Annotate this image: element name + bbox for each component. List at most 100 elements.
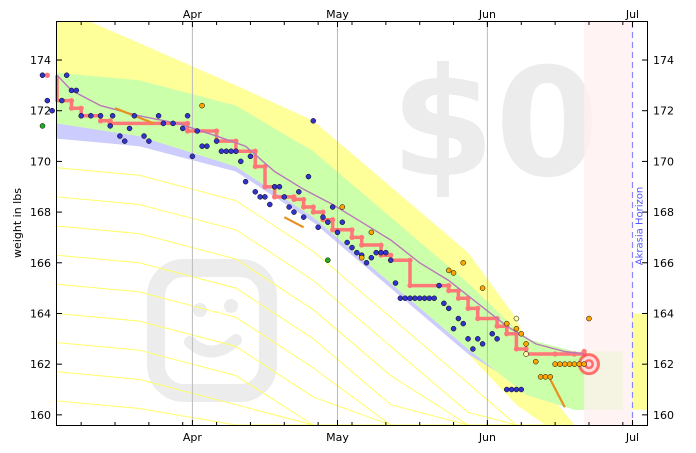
blue-data-point (441, 300, 447, 307)
light-data-point (513, 315, 520, 322)
blue-data-point (257, 194, 263, 200)
orange-data-point (513, 325, 520, 332)
blue-data-point (470, 346, 476, 352)
pink-step-point (378, 242, 384, 248)
y-tick-label-left: 174 (30, 54, 51, 67)
pink-step-point (388, 252, 394, 258)
blue-data-point (354, 249, 360, 256)
pink-step-point (320, 209, 326, 215)
green-data-point (39, 123, 46, 129)
orange-data-point (533, 358, 539, 365)
orange-data-point (199, 102, 205, 109)
blue-data-point (315, 224, 321, 231)
y-tick-label-right: 172 (653, 105, 674, 118)
smiley-face-icon (147, 259, 277, 402)
x-tick-label-top: May (326, 8, 349, 21)
blue-data-point (228, 148, 234, 155)
blue-data-point (78, 113, 84, 119)
orange-data-point (576, 361, 583, 367)
y-tick-label-left: 160 (30, 409, 51, 422)
blue-data-point (238, 158, 244, 165)
x-tick-label-bottom: Jul (625, 431, 639, 444)
blue-data-point (300, 214, 307, 220)
pink-step-point (475, 305, 481, 312)
blue-data-point (252, 189, 259, 195)
blue-data-point (97, 113, 104, 119)
blue-data-point (107, 123, 113, 129)
watermark-amount: $0 (391, 37, 600, 211)
pink-step-point (68, 105, 75, 111)
pink-step-point (349, 234, 355, 241)
blue-data-point (329, 204, 336, 210)
blue-data-point (109, 113, 116, 119)
blue-data-point (431, 295, 437, 302)
blue-data-point (368, 254, 375, 261)
blue-data-point (126, 125, 133, 132)
blue-data-point (218, 148, 225, 155)
data-points (39, 72, 600, 393)
blue-data-point (271, 183, 278, 190)
month-gridlines (191, 22, 488, 425)
blue-data-point (131, 113, 138, 119)
blue-data-point (407, 295, 413, 302)
orange-data-point (450, 270, 457, 276)
x-tick-label-bottom: Apr (183, 431, 203, 444)
blue-data-point (378, 249, 384, 256)
blue-data-point (489, 331, 495, 337)
blue-data-point (373, 249, 379, 256)
blue-data-point (63, 72, 70, 78)
orange-data-point (479, 285, 486, 291)
blue-data-point (204, 143, 210, 149)
pink-step-point (359, 242, 365, 248)
pink-step-point (262, 163, 268, 170)
y-tick-label-right: 162 (653, 358, 674, 371)
watermark-layer: $0 (147, 37, 600, 402)
blue-data-point (213, 138, 220, 144)
blue-data-point (392, 280, 399, 286)
y-tick-label-right: 160 (653, 409, 674, 422)
blue-data-point (426, 295, 433, 302)
pink-step-point (262, 184, 268, 190)
blue-data-point (59, 97, 65, 104)
blue-data-point (412, 295, 418, 302)
blue-data-point (310, 118, 317, 124)
y-axis-title: weight in lbs (11, 188, 24, 258)
pink-step-point (504, 331, 510, 337)
pink-step-point (78, 105, 84, 111)
orange-data-point (358, 254, 365, 261)
pink-step-point (310, 209, 316, 215)
x-tick-label-top: Apr (183, 8, 203, 21)
blue-data-point (349, 244, 355, 251)
blue-data-point (155, 113, 162, 119)
y-tick-label-left: 170 (30, 155, 51, 168)
pink-step-point (272, 194, 278, 200)
pink-step-point (581, 348, 587, 355)
orange-data-point (557, 361, 563, 367)
blue-data-point (189, 153, 196, 160)
blue-data-point (465, 336, 471, 342)
blue-data-point (49, 107, 55, 114)
blue-data-point (267, 201, 273, 208)
blue-data-point (242, 178, 249, 185)
pink-step-point (68, 97, 75, 104)
pink-step-point (44, 72, 50, 78)
pink-step-point (301, 196, 307, 203)
pink-step-point (349, 227, 355, 233)
y-tick-label-right: 170 (653, 155, 674, 168)
pink-step-point (213, 128, 220, 134)
blue-data-point (402, 295, 408, 302)
akrasia-horizon: Akrasia Horizon (631, 22, 645, 425)
blue-data-point (179, 125, 186, 132)
pink-step-point (523, 346, 529, 352)
pink-step-point (475, 315, 481, 322)
pink-step-point (407, 257, 413, 263)
orange-segment (549, 378, 566, 408)
light-data-point (523, 351, 529, 357)
blue-data-point (281, 194, 288, 200)
axes: 160 160 162 162 164 164 166 166 168 168 170 170 172 1… (30, 8, 674, 444)
blue-data-point (184, 113, 191, 119)
y-tick-label-right: 168 (653, 206, 674, 219)
pink-step-point (330, 217, 336, 223)
orange-data-point (581, 361, 587, 367)
